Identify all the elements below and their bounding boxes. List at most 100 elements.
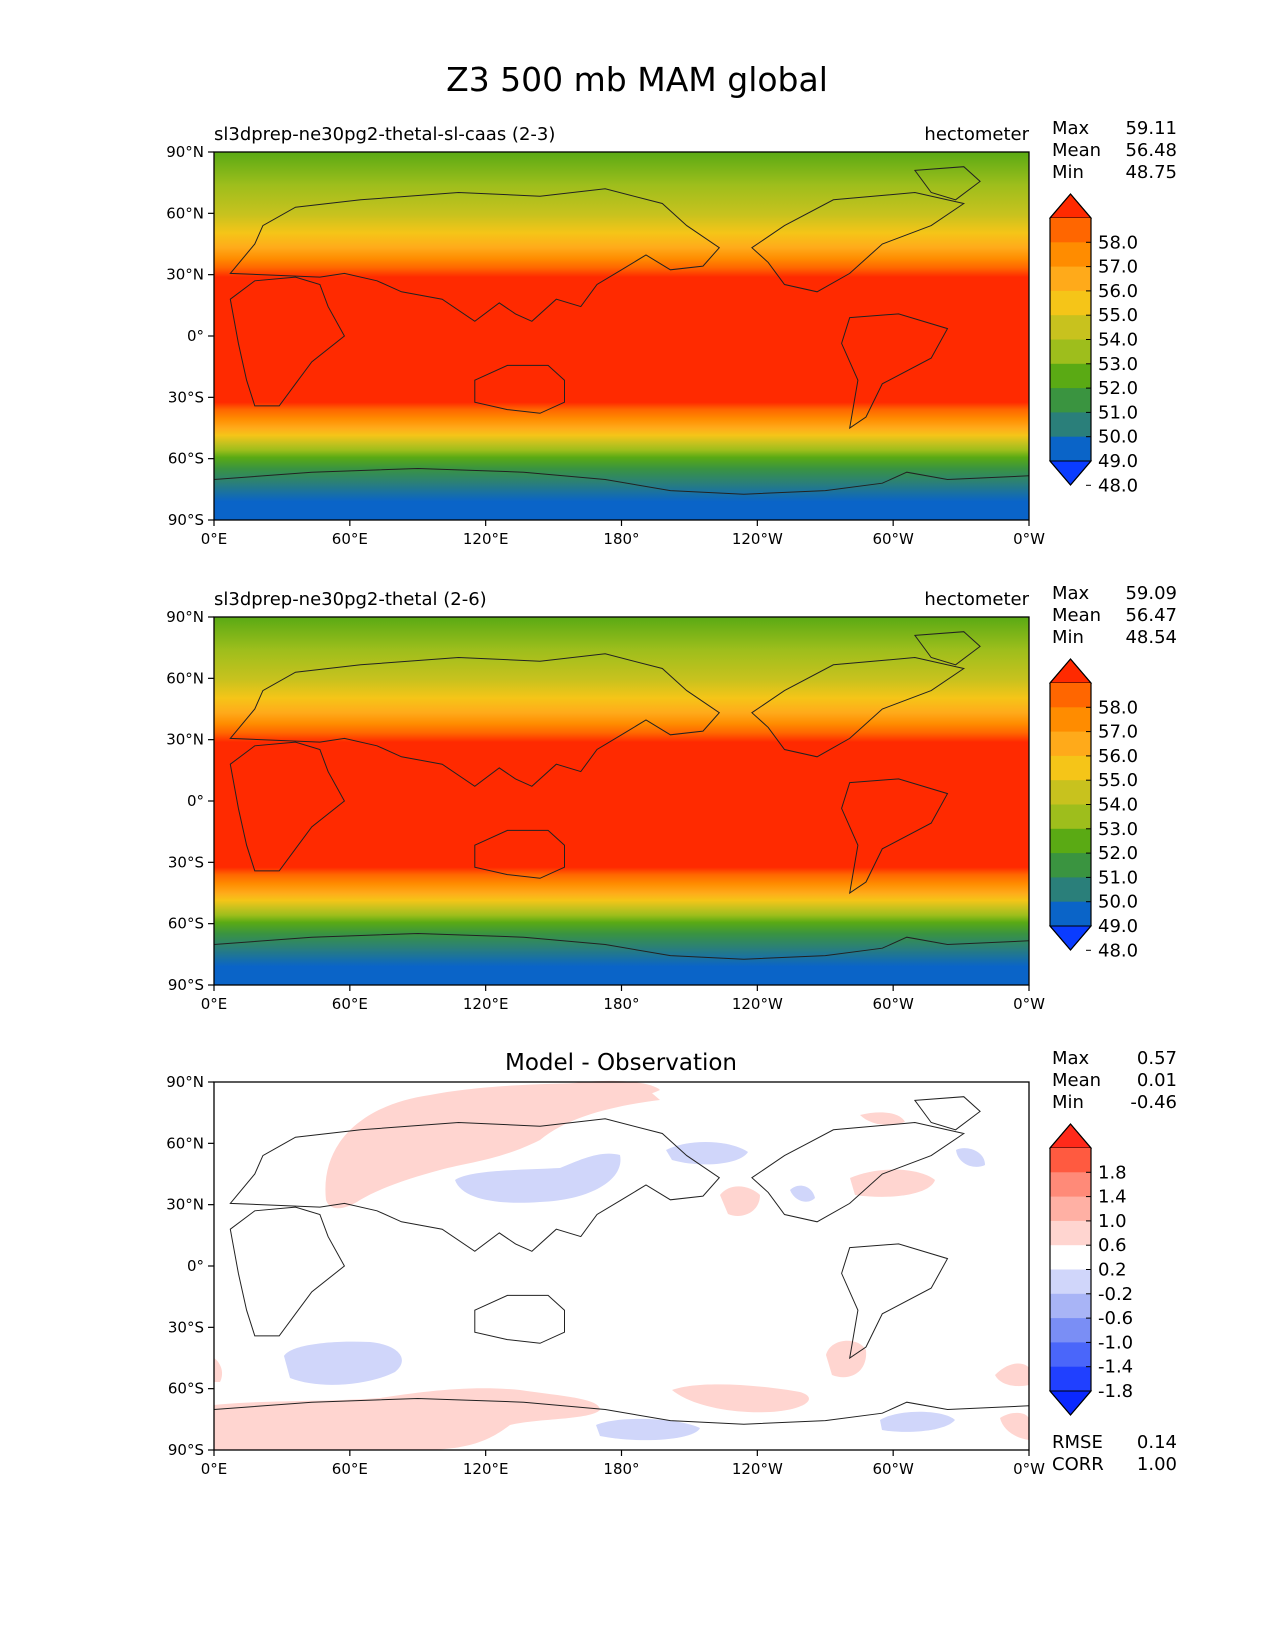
colorbar-tick-label: 48.0 <box>1098 940 1138 961</box>
panel-1-y-axis: 90°N 60°N 30°N 0° 30°S 60°S 90°S <box>166 143 214 529</box>
panel-2-stat-value-min: 48.54 <box>1125 627 1177 648</box>
anomaly-negative-east-asia <box>455 1153 621 1203</box>
panel-1-stat-value-max: 59.11 <box>1125 118 1177 139</box>
panel-1-map <box>213 151 1030 521</box>
panel-3-extra-stats: RMSE 0.14 CORR 1.00 <box>1052 1432 1177 1475</box>
panel-1-stats: Max 59.11 Mean 56.48 Min 48.75 <box>1052 118 1177 183</box>
colorbar-segment <box>1050 436 1091 462</box>
anomaly-positive-south-america <box>826 1340 867 1378</box>
anomaly-positive-siberia <box>560 1080 660 1100</box>
y-tick-label: 30°N <box>166 266 204 284</box>
anomaly-negative-weddell <box>880 1411 955 1432</box>
panel-3-stat-label-max: Max <box>1052 1048 1090 1069</box>
colorbar-segment <box>1050 412 1091 438</box>
figure-title: Z3 500 mb MAM global <box>446 60 828 99</box>
panel-3-field <box>214 1082 1029 1450</box>
panel-1-colorbar: 58.0 57.0 56.0 55.0 54.0 53.0 52.0 51.0 50.0 49.0… <box>1048 193 1138 496</box>
colorbar-tick-label: 50.0 <box>1098 427 1138 448</box>
colorbar-segment <box>1050 780 1091 805</box>
x-tick-label: 0°W <box>1013 1460 1045 1478</box>
colorbar-tick-label: 51.0 <box>1098 402 1138 423</box>
panel-3-stat-value-max: 0.57 <box>1137 1048 1177 1069</box>
colorbar-segment <box>1050 363 1091 389</box>
panel-1-stat-label-min: Min <box>1052 162 1084 183</box>
colorbar-segment <box>1050 804 1091 830</box>
colorbar-segment <box>1050 388 1091 413</box>
anomaly-positive-west-coast <box>720 1186 760 1216</box>
panel-1-stat-label-max: Max <box>1052 118 1090 139</box>
x-tick-label: 60°W <box>872 530 914 548</box>
x-tick-label: 120°W <box>732 530 783 548</box>
y-tick-label: 90°N <box>166 1073 204 1091</box>
panel-2-units: hectometer <box>924 589 1029 610</box>
y-tick-label: 30°N <box>166 731 204 749</box>
x-tick-label: 180° <box>603 995 639 1013</box>
panel-2-x-axis: 0°E 60°E 120°E 180° 120°W 60°W 0°W <box>201 985 1045 1013</box>
panel-3-anomalies <box>214 1080 1029 1450</box>
panel-1-stat-label-mean: Mean <box>1052 140 1101 161</box>
panel-1-coastline <box>213 166 1030 495</box>
colorbar-tick-label: -1.4 <box>1098 1357 1133 1378</box>
anomaly-positive-southern-ocean-2 <box>672 1384 809 1413</box>
panel-2: sl3dprep-ne30pg2-thetal (2-6) hectometer… <box>166 583 1177 1013</box>
colorbar-tick-label: 57.0 <box>1098 722 1138 743</box>
colorbar-segment <box>1050 731 1091 757</box>
panel-3-stats: Max 0.57 Mean 0.01 Min -0.46 <box>1052 1048 1177 1113</box>
anomaly-negative-ross-sea <box>596 1418 700 1441</box>
panel-3-rmse-value: 0.14 <box>1137 1432 1177 1453</box>
y-tick-label: 60°S <box>168 450 204 468</box>
colorbar-tick-label: 55.0 <box>1098 305 1138 326</box>
y-tick-label: 60°S <box>168 915 204 933</box>
colorbar-segment <box>1050 315 1091 340</box>
colorbar-extend-top <box>1048 193 1093 219</box>
panel-3-corr-label: CORR <box>1052 1454 1104 1475</box>
colorbar-tick-label: 1.8 <box>1098 1162 1127 1183</box>
colorbar-segment <box>1050 1366 1091 1392</box>
x-tick-label: 120°E <box>463 530 509 548</box>
colorbar-segment <box>1050 1148 1091 1173</box>
colorbar-tick-label: 52.0 <box>1098 843 1138 864</box>
colorbar-segment <box>1050 877 1091 903</box>
colorbar-tick-label: -0.2 <box>1098 1284 1133 1305</box>
anomaly-positive-labrador <box>860 1112 905 1126</box>
panel-3-map <box>213 1080 1030 1451</box>
y-tick-label: 30°N <box>166 1196 204 1214</box>
colorbar-tick-label: 53.0 <box>1098 354 1138 375</box>
panel-2-stat-value-mean: 56.47 <box>1125 605 1177 626</box>
x-tick-label: 60°E <box>332 1460 368 1478</box>
colorbar-segment <box>1050 242 1091 268</box>
y-tick-label: 60°N <box>166 1134 204 1152</box>
panel-2-map <box>213 616 1030 986</box>
colorbar-tick-label: 48.0 <box>1098 475 1138 496</box>
panel-2-y-axis: 90°N 60°N 30°N 0° 30°S 60°S 90°S <box>166 608 214 994</box>
y-tick-label: 60°S <box>168 1380 204 1398</box>
y-tick-label: 60°N <box>166 669 204 687</box>
y-tick-label: 30°S <box>168 388 204 406</box>
panel-2-stat-label-min: Min <box>1052 627 1084 648</box>
colorbar-tick-label: 58.0 <box>1098 232 1138 253</box>
colorbar-tick-label: 54.0 <box>1098 795 1138 816</box>
colorbar-tick-label: 55.0 <box>1098 770 1138 791</box>
panel-3-x-axis: 0°E 60°E 120°E 180° 120°W 60°W 0°W <box>201 1450 1045 1478</box>
colorbar-segment <box>1050 901 1091 927</box>
colorbar-extend-top <box>1048 1123 1093 1149</box>
panel-1: sl3dprep-ne30pg2-thetal-sl-caas (2-3) he… <box>166 118 1177 548</box>
y-tick-label: 90°N <box>166 608 204 626</box>
colorbar-extend-bottom <box>1048 460 1093 486</box>
colorbar-tick-label: 52.0 <box>1098 378 1138 399</box>
colorbar-tick-label: 50.0 <box>1098 892 1138 913</box>
x-tick-label: 0°W <box>1013 995 1045 1013</box>
colorbar-tick-label: -0.6 <box>1098 1308 1133 1329</box>
colorbar-extend-bottom <box>1048 1390 1093 1416</box>
panel-2-coastline <box>213 631 1030 960</box>
colorbar-tick-label: 0.2 <box>1098 1260 1127 1281</box>
colorbar-extend-top <box>1048 658 1093 684</box>
panel-2-stat-label-max: Max <box>1052 583 1090 604</box>
colorbar-tick-label: -1.0 <box>1098 1332 1133 1353</box>
colorbar-tick-label: 57.0 <box>1098 257 1138 278</box>
x-tick-label: 60°E <box>332 530 368 548</box>
colorbar-segment <box>1050 290 1091 316</box>
x-tick-label: 120°W <box>732 995 783 1013</box>
y-tick-label: 30°S <box>168 853 204 871</box>
